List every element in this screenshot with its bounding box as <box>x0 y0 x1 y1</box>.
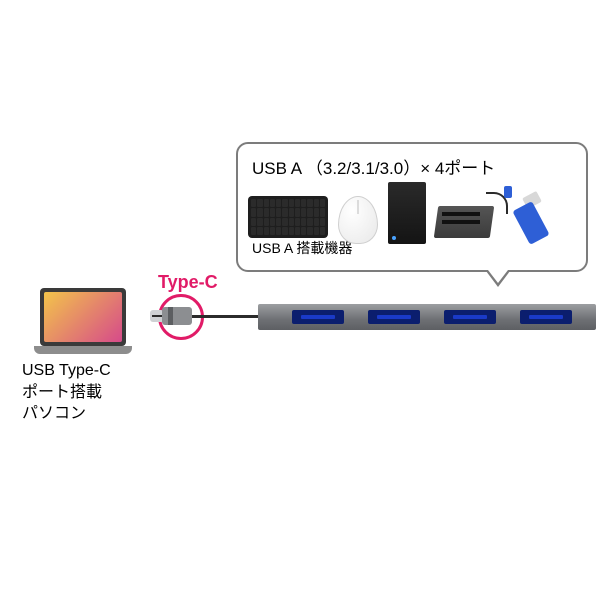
callout-title: USB A （3.2/3.1/3.0）× 4ポート <box>252 154 495 179</box>
usb-c-plug-band <box>168 307 173 325</box>
mouse-icon <box>338 196 378 244</box>
host-caption: USB Type-C ポート搭載パソコン <box>22 360 111 425</box>
card-reader-icon <box>436 206 522 258</box>
usb-a-port-2 <box>368 310 420 324</box>
type-c-label: Type-C <box>158 272 218 293</box>
usb-c-plug-slot <box>152 315 162 317</box>
usb-a-port-3 <box>444 310 496 324</box>
usb-a-port-4 <box>520 310 572 324</box>
usb-a-port-1 <box>292 310 344 324</box>
cable <box>192 315 258 318</box>
host-caption-line1: USB Type-C <box>22 362 111 379</box>
laptop <box>40 288 126 354</box>
host-caption-line2: ポート搭載 <box>22 384 102 401</box>
keyboard-icon <box>248 196 328 238</box>
callout-pointer-fill <box>488 270 508 283</box>
host-caption-line3: パソコン <box>22 405 86 422</box>
external-drive-icon <box>388 182 426 244</box>
usb-stick-icon <box>520 198 552 256</box>
usb-c-plug-body <box>162 307 192 325</box>
